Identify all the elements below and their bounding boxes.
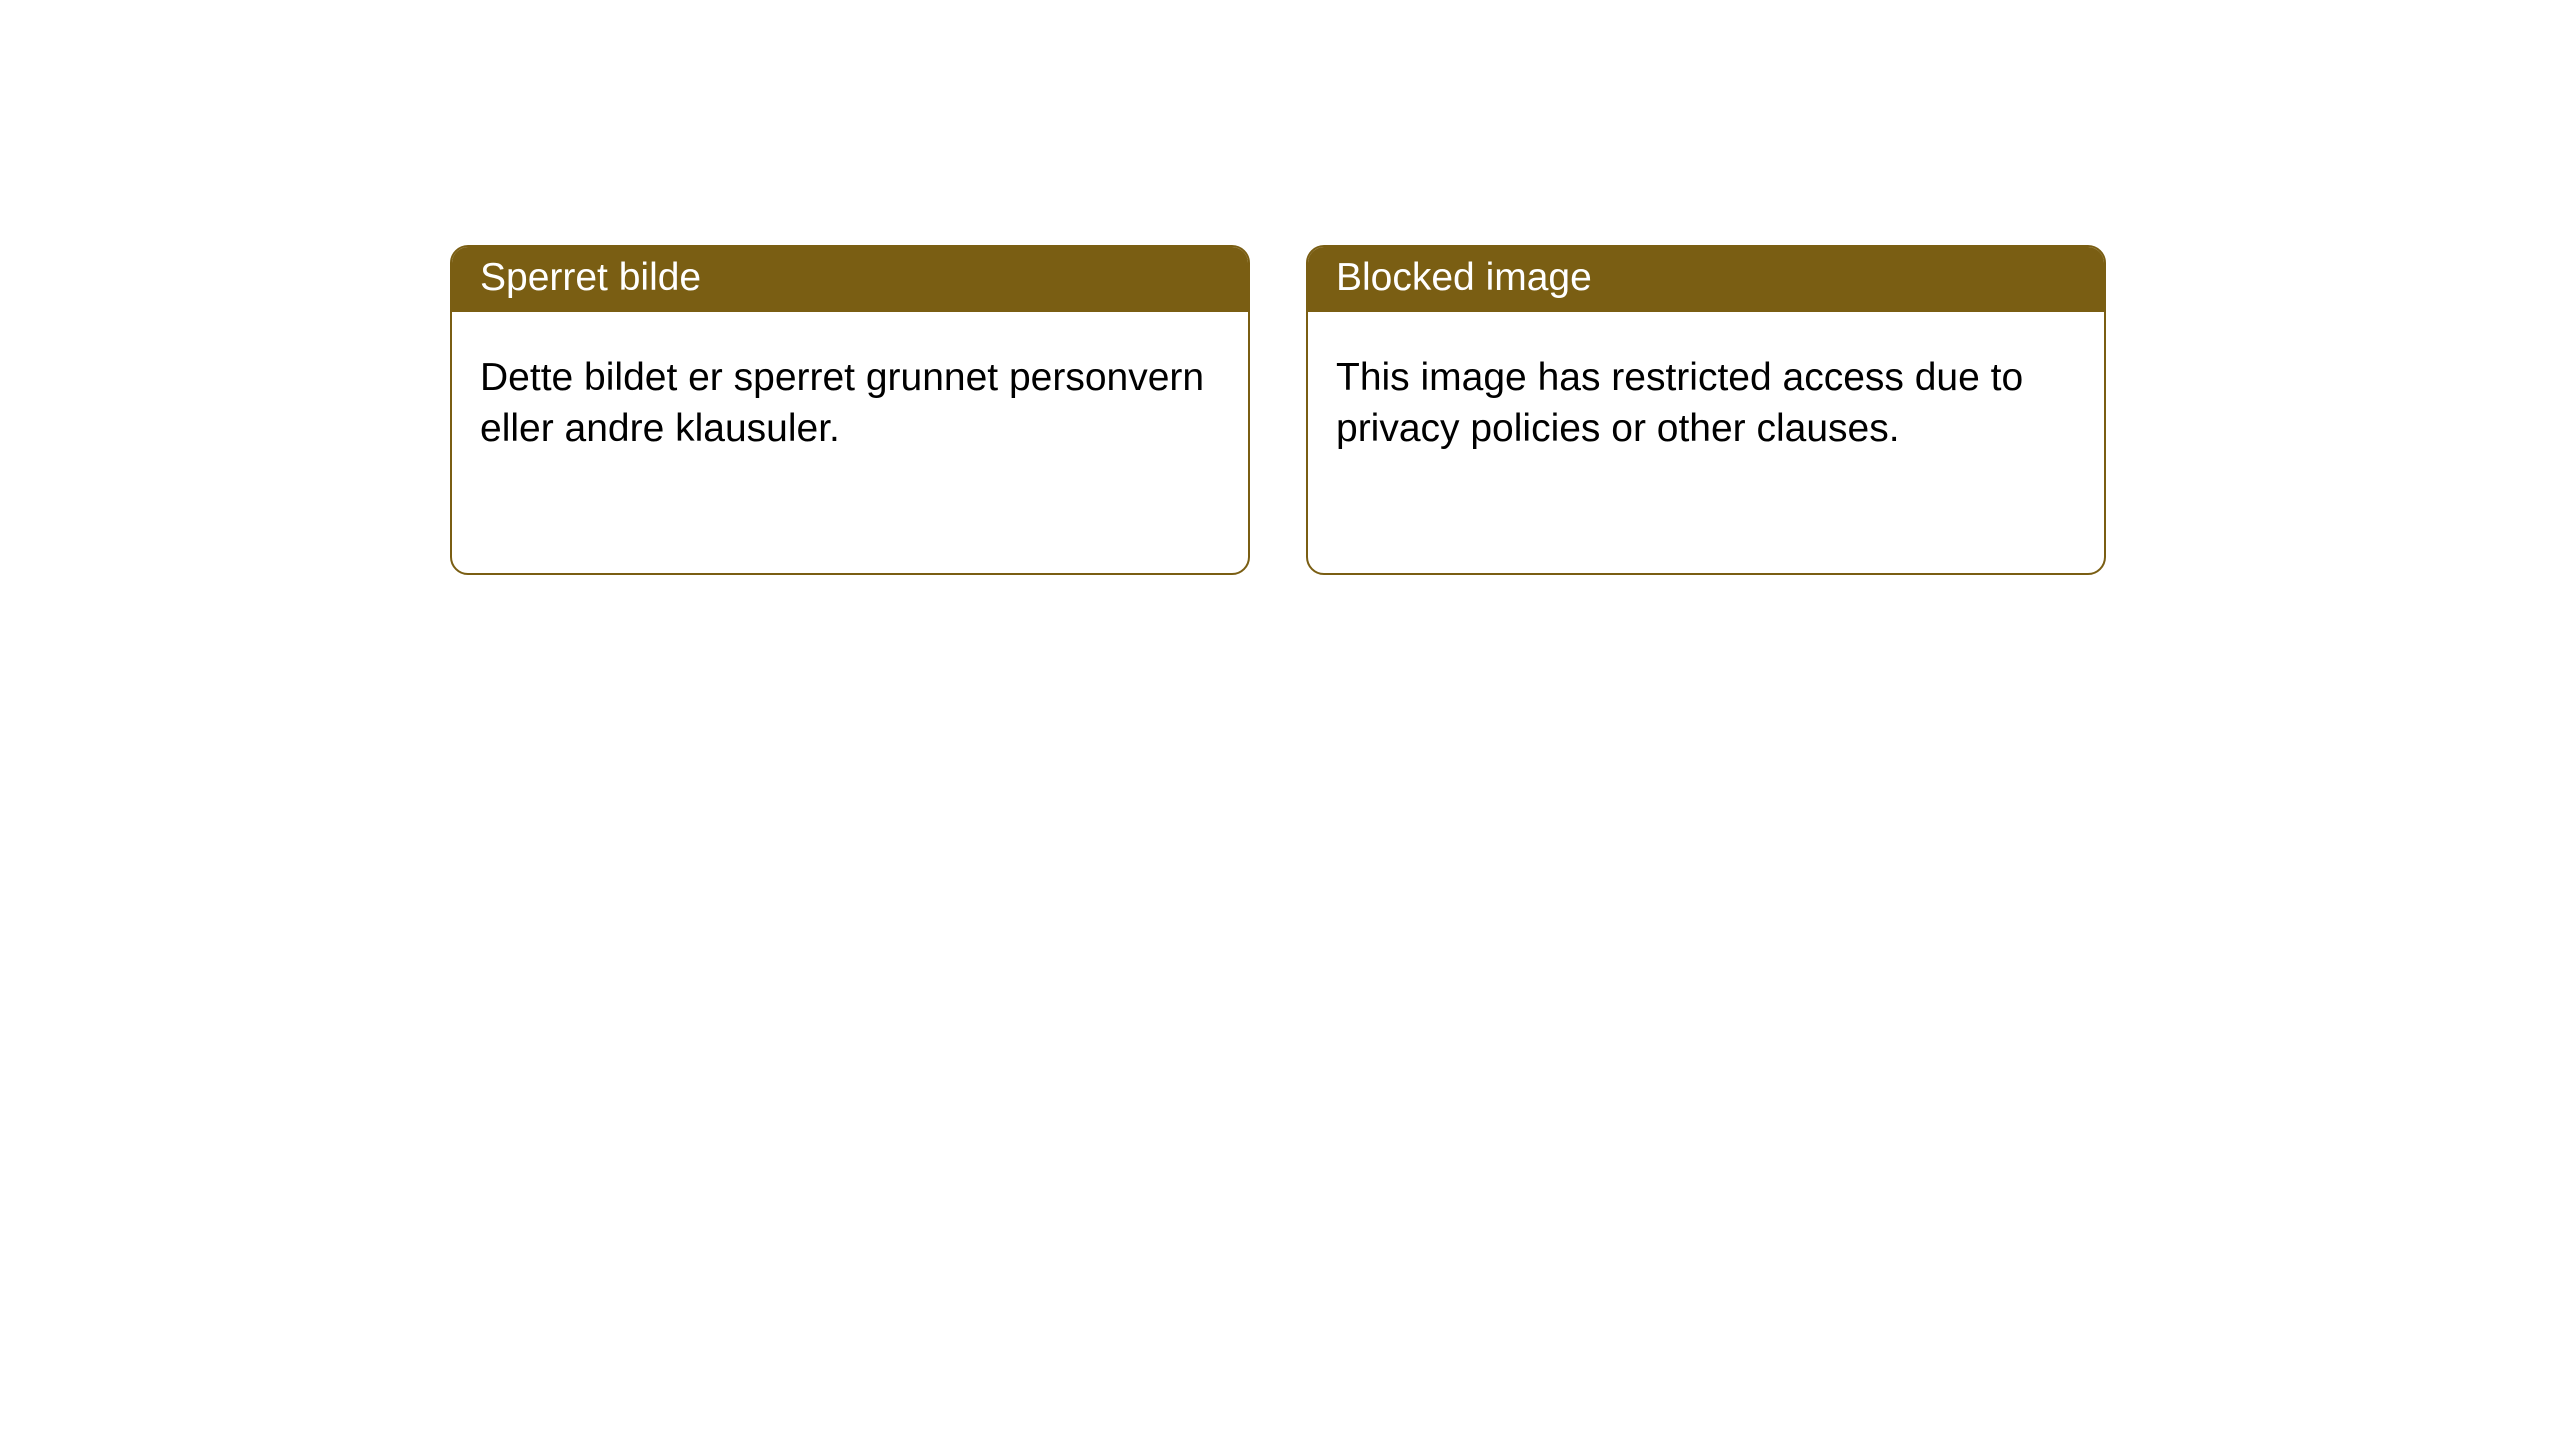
notice-body-no: Dette bildet er sperret grunnet personve… [452, 312, 1248, 483]
notice-container: Sperret bilde Dette bildet er sperret gr… [0, 0, 2560, 575]
notice-header-en: Blocked image [1308, 247, 2104, 312]
notice-body-en: This image has restricted access due to … [1308, 312, 2104, 483]
notice-box-no: Sperret bilde Dette bildet er sperret gr… [450, 245, 1250, 575]
notice-box-en: Blocked image This image has restricted … [1306, 245, 2106, 575]
notice-header-no: Sperret bilde [452, 247, 1248, 312]
